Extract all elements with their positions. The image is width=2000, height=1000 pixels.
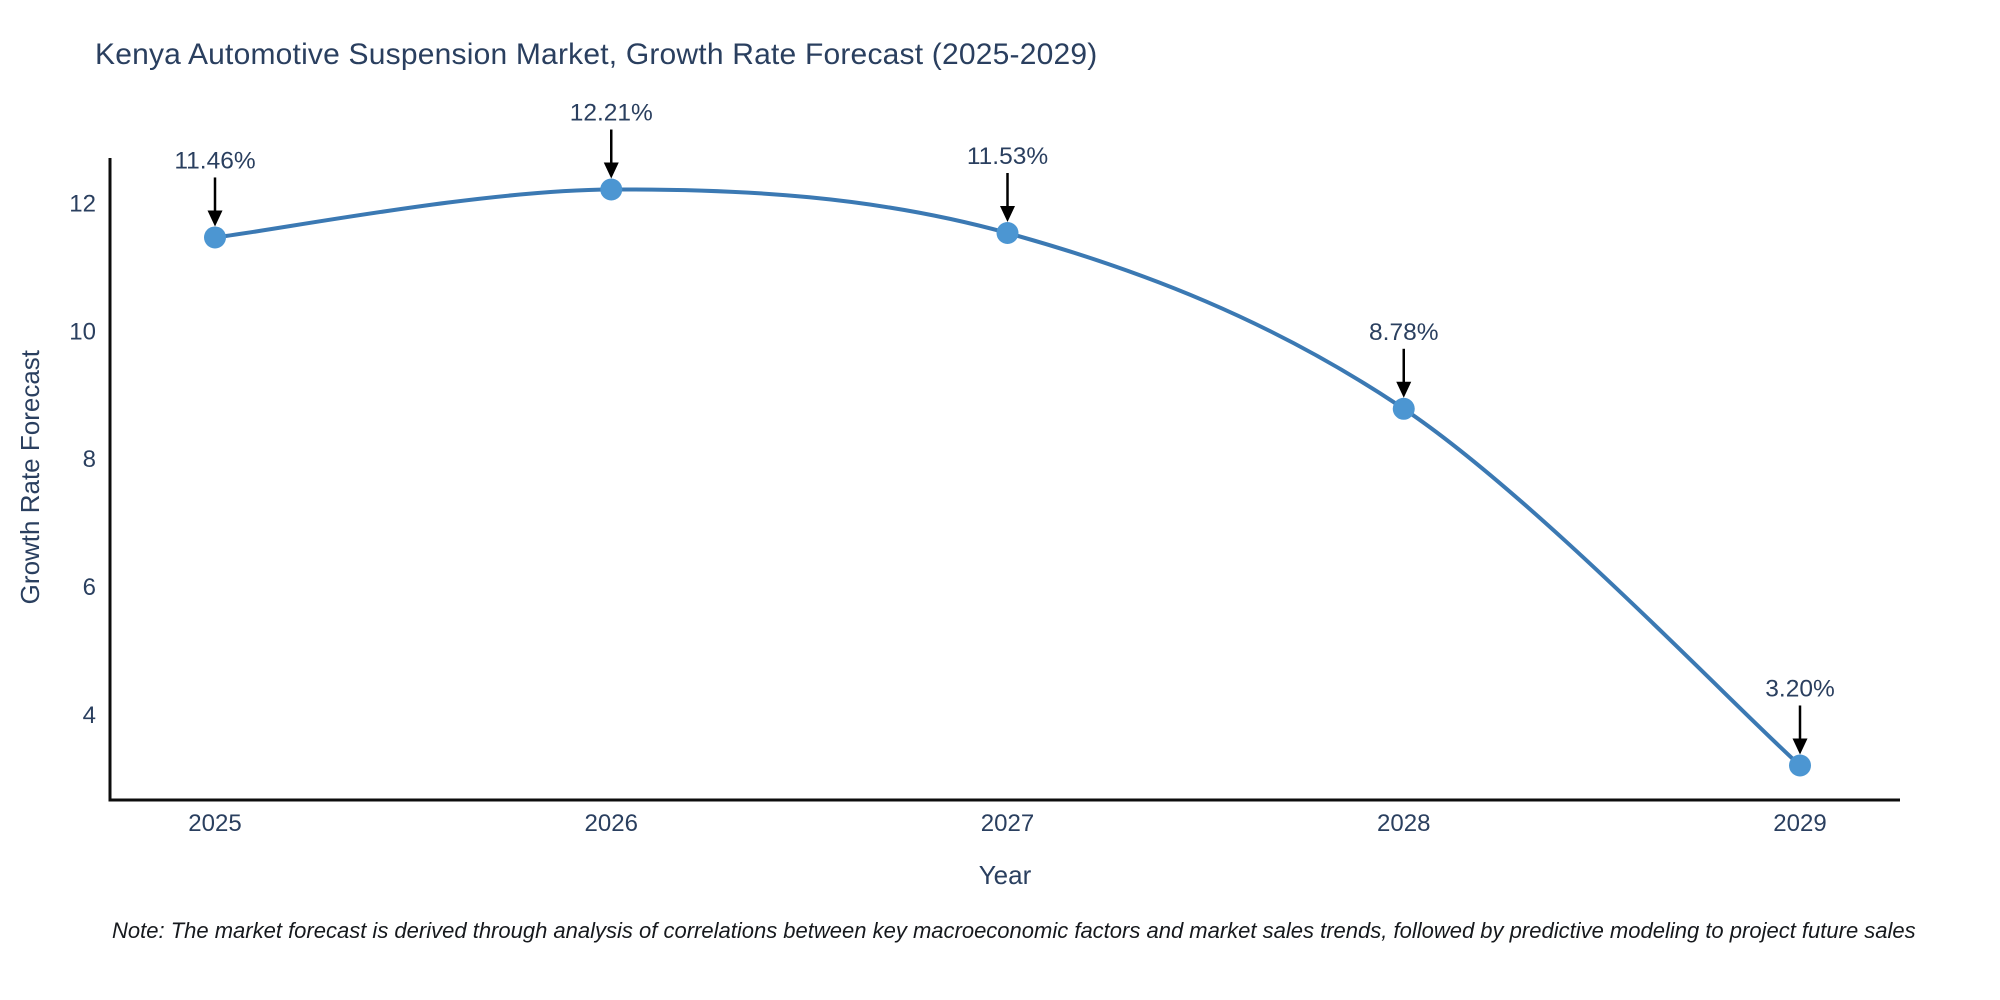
annotation-arrowhead (1396, 381, 1412, 398)
x-tick-label: 2028 (1377, 810, 1430, 837)
data-point-label: 3.20% (1765, 675, 1834, 702)
y-axis-title-wrap: Growth Rate Forecast (10, 155, 50, 800)
x-tick-label: 2025 (188, 810, 241, 837)
x-tick-label: 2029 (1773, 810, 1826, 837)
x-axis-title: Year (978, 860, 1032, 890)
annotation-arrowhead (603, 162, 619, 179)
y-tick-label: 12 (69, 190, 96, 217)
data-point-label: 12.21% (570, 100, 653, 127)
y-tick-label: 8 (83, 446, 96, 473)
annotation-arrowhead (1000, 205, 1015, 222)
y-axis-title: Growth Rate Forecast (14, 350, 45, 605)
data-point-marker (204, 226, 226, 249)
x-tick-label: 2027 (981, 810, 1034, 837)
footnote: Note: The market forecast is derived thr… (112, 918, 1916, 943)
data-point-label: 8.78% (1369, 319, 1438, 346)
chart-title: Kenya Automotive Suspension Market, Grow… (95, 38, 1098, 71)
y-tick-label: 10 (69, 318, 96, 345)
x-tick-label: 2026 (585, 810, 638, 837)
annotation-arrowhead (1792, 738, 1808, 755)
forecast-line (213, 187, 1802, 768)
data-point-marker (996, 221, 1019, 244)
y-tick-label: 4 (83, 702, 96, 729)
data-point-marker (1789, 754, 1811, 777)
data-point-label: 11.46% (174, 147, 255, 174)
annotation-arrowhead (207, 210, 223, 227)
data-point-label: 11.53% (967, 143, 1048, 170)
data-point-marker (600, 178, 623, 201)
data-point-marker (1392, 397, 1415, 420)
y-tick-label: 6 (83, 574, 96, 601)
